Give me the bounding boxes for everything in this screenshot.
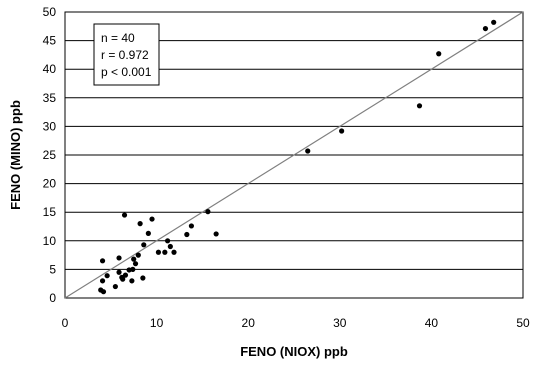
y-tick-label-50: 50 (43, 5, 57, 19)
x-tick-label-50: 50 (516, 316, 530, 330)
data-point-30 (188, 223, 195, 229)
data-point-17 (132, 261, 139, 267)
data-point-24 (155, 249, 162, 255)
y-tick-label-25: 25 (43, 148, 57, 162)
data-point-6 (112, 283, 118, 290)
data-point-18 (135, 252, 141, 258)
data-point-26 (164, 238, 171, 244)
data-point-2 (100, 289, 107, 295)
data-point-25 (162, 249, 168, 255)
y-tick-label-20: 20 (43, 177, 57, 191)
stats-n: n = 40 (101, 31, 135, 45)
x-tick-label-40: 40 (425, 316, 439, 330)
data-point-37 (482, 25, 489, 32)
data-point-27 (167, 243, 173, 250)
data-point-16 (131, 256, 137, 262)
stats-box-frame (93, 23, 160, 86)
data-point-29 (184, 231, 190, 238)
stats-p: p < 0.001 (101, 65, 152, 79)
data-point-3 (99, 278, 106, 284)
data-point-38 (491, 19, 497, 25)
data-point-31 (205, 209, 211, 215)
y-tick-label-40: 40 (43, 62, 57, 76)
data-point-7 (116, 269, 122, 275)
data-point-15 (130, 266, 136, 272)
y-tick-label-30: 30 (43, 119, 57, 133)
plot-area-frame (64, 11, 524, 299)
y-tick-label-10: 10 (43, 234, 57, 248)
y-tick-label-15: 15 (43, 205, 57, 219)
data-point-19 (137, 221, 143, 227)
x-tick-label-20: 20 (242, 316, 256, 330)
data-point-28 (171, 249, 177, 255)
y-tick-label-0: 0 (49, 291, 56, 305)
data-point-4 (99, 258, 106, 264)
data-point-11 (121, 212, 128, 218)
data-point-12 (122, 272, 129, 278)
x-tick-label-0: 0 (62, 316, 69, 330)
x-axis-title: FENO (NIOX) ppb (240, 344, 348, 359)
data-point-20 (140, 275, 146, 281)
stats-r: r = 0.972 (101, 48, 149, 62)
data-point-22 (145, 230, 151, 236)
stats-box: n = 40 r = 0.972 p < 0.001 (93, 23, 160, 86)
x-tick-label-10: 10 (150, 316, 164, 330)
data-point-32 (213, 231, 219, 237)
data-point-34 (339, 128, 345, 134)
identity-line (64, 11, 524, 299)
data-point-21 (141, 242, 147, 248)
y-axis-title: FENO (MINO) ppb (8, 100, 23, 210)
y-axis-tick-labels: 0 5 10 15 20 25 30 35 40 45 50 (43, 5, 57, 305)
y-tick-label-45: 45 (43, 34, 57, 48)
data-point-23 (149, 216, 155, 222)
data-point-5 (104, 273, 110, 279)
data-point-36 (436, 51, 442, 57)
data-point-33 (305, 148, 311, 154)
data-point-14 (129, 278, 135, 284)
data-point-35 (416, 103, 423, 109)
x-tick-label-30: 30 (333, 316, 347, 330)
data-points (98, 19, 497, 295)
y-tick-label-5: 5 (49, 262, 56, 276)
x-axis-tick-labels: 0 10 20 30 40 50 (62, 316, 530, 330)
data-point-10 (120, 276, 126, 282)
data-point-8 (116, 255, 122, 261)
y-tick-label-35: 35 (43, 91, 57, 105)
